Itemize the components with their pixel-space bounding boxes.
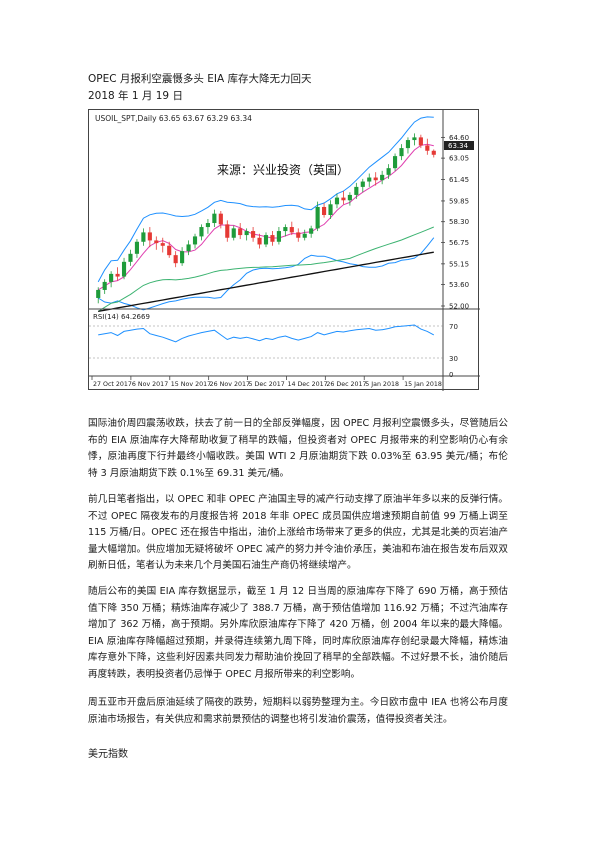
paragraph-3: 随后公布的美国 EIA 库存数据显示，截至 1 月 12 日当周的原油库存下降了… bbox=[88, 586, 508, 680]
candle-body bbox=[296, 232, 301, 238]
candle-body bbox=[399, 148, 404, 157]
price-tick-label: 63.05 bbox=[449, 155, 469, 163]
rsi-label: RSI(14) 64.2669 bbox=[93, 313, 150, 321]
price-tick-label: 53.60 bbox=[449, 281, 469, 289]
candle-body bbox=[115, 273, 120, 277]
candle-body bbox=[238, 228, 243, 236]
candle-body bbox=[134, 241, 140, 254]
next-section-heading: 美元指数 bbox=[88, 749, 128, 760]
candle-body bbox=[218, 213, 223, 225]
candle-body bbox=[425, 145, 430, 151]
oil-price-chart: USOIL_SPT,Daily 63.65 63.67 63.29 63.34 … bbox=[88, 109, 480, 391]
candle-body bbox=[431, 150, 436, 155]
price-tick-label: 64.60 bbox=[449, 134, 469, 142]
time-tick-label: 15 Jan 2018 bbox=[404, 381, 442, 388]
time-tick-label: 27 Oct 2017 bbox=[93, 381, 132, 388]
candle-body bbox=[354, 186, 359, 195]
article-title: OPEC 月报利空震慑多头 EIA 库存大降无力回天 bbox=[88, 73, 312, 85]
time-tick-label: 5 Jan 2018 bbox=[365, 381, 399, 388]
price-axis-labels: 64.60 63.05 61.45 59.85 58.30 56.75 55.15 53.60… bbox=[449, 134, 469, 311]
time-tick-label: 14 Dec 2017 bbox=[287, 381, 327, 388]
candle-body bbox=[173, 255, 178, 264]
candle-body bbox=[367, 177, 372, 182]
price-tick-label: 58.30 bbox=[449, 218, 469, 226]
candle-body bbox=[328, 204, 333, 215]
candle-body bbox=[186, 244, 191, 252]
price-tick-label: 55.15 bbox=[449, 260, 469, 268]
candle-body bbox=[263, 235, 269, 245]
current-price-label: 63.34 bbox=[448, 142, 469, 150]
candle-body bbox=[360, 181, 365, 187]
time-tick-label: 15 Nov 2017 bbox=[171, 381, 211, 388]
candle-body bbox=[412, 137, 417, 141]
candle-body bbox=[309, 228, 314, 234]
candle-body bbox=[225, 224, 230, 238]
price-tick-label: 61.45 bbox=[449, 176, 469, 184]
time-tick-label: 5 Dec 2017 bbox=[249, 381, 285, 388]
price-tick-label: 56.75 bbox=[449, 239, 469, 247]
current-price-tag bbox=[444, 141, 474, 150]
time-tick-label: 6 Nov 2017 bbox=[132, 381, 168, 388]
candle-body bbox=[373, 177, 378, 181]
candle-body bbox=[322, 206, 327, 215]
paragraph-2: 前几日笔者指出，以 OPEC 和非 OPEC 产油国主导的减产行动支撑了原油半年… bbox=[88, 494, 508, 572]
time-tick-label: 26 Nov 2017 bbox=[210, 381, 250, 388]
candle-body bbox=[96, 289, 101, 298]
candle-body bbox=[270, 235, 275, 242]
candle-body bbox=[257, 237, 262, 245]
candle-body bbox=[109, 273, 114, 282]
bollinger-upper-line bbox=[97, 116, 434, 283]
candle-body bbox=[141, 232, 146, 242]
candle-body bbox=[205, 223, 210, 228]
candle-body bbox=[276, 231, 281, 242]
watermark: 来源：兴业投资（英国） bbox=[217, 162, 349, 177]
candle-body bbox=[392, 156, 398, 169]
candle-body bbox=[405, 140, 411, 149]
time-tick-label: 26 Dec 2017 bbox=[326, 381, 366, 388]
price-tick-label: 52.00 bbox=[449, 303, 469, 311]
chart-svg: USOIL_SPT,Daily 63.65 63.67 63.29 63.34 … bbox=[89, 110, 480, 391]
candle-body bbox=[386, 168, 391, 175]
candle-body bbox=[347, 194, 352, 201]
rsi-line bbox=[98, 324, 435, 343]
candle-body bbox=[380, 174, 385, 181]
candle-body bbox=[180, 251, 185, 264]
candle-body bbox=[121, 261, 127, 277]
candle-body bbox=[289, 227, 294, 233]
paragraph-1: 国际油价周四震荡收跌，扶去了前一日的全部反弹幅度，因 OPEC 月报利空震慑多头… bbox=[88, 418, 508, 479]
candle-body bbox=[283, 227, 288, 232]
article-date: 2018 年 1 月 19 日 bbox=[88, 90, 183, 102]
candle-body bbox=[251, 231, 256, 238]
candle-body bbox=[418, 137, 423, 146]
candle-body bbox=[199, 227, 204, 237]
candle-body bbox=[167, 245, 172, 256]
candle-body bbox=[160, 243, 165, 246]
candle-body bbox=[192, 236, 198, 245]
candle-body bbox=[154, 240, 159, 244]
paragraph-4: 周五亚市开盘后原油延续了隔夜的跌势，短期料以弱势整理为主。今日欧市盘中 IEA … bbox=[88, 697, 508, 725]
candlesticks bbox=[96, 133, 436, 304]
candle-body bbox=[341, 197, 346, 201]
rsi-level-70: 70 bbox=[449, 323, 458, 331]
candle-body bbox=[302, 233, 307, 238]
symbol-header: USOIL_SPT,Daily 63.65 63.67 63.29 63.34 bbox=[95, 114, 252, 123]
candle-body bbox=[128, 253, 133, 262]
candle-body bbox=[102, 281, 107, 290]
rsi-level-30: 30 bbox=[449, 355, 458, 363]
moving-average-mid-line bbox=[97, 226, 434, 312]
candle-body bbox=[212, 213, 217, 224]
bollinger-lower-line bbox=[97, 237, 435, 311]
indicator-lines bbox=[97, 116, 435, 313]
candle-body bbox=[147, 232, 152, 241]
rsi-level-0: 0 bbox=[449, 371, 453, 379]
candle-body bbox=[334, 197, 340, 205]
candle-body bbox=[244, 231, 249, 236]
candle-body bbox=[315, 206, 320, 229]
moving-average-long-line bbox=[98, 251, 434, 313]
candle-body bbox=[231, 228, 236, 238]
price-tick-label: 59.85 bbox=[449, 197, 469, 205]
